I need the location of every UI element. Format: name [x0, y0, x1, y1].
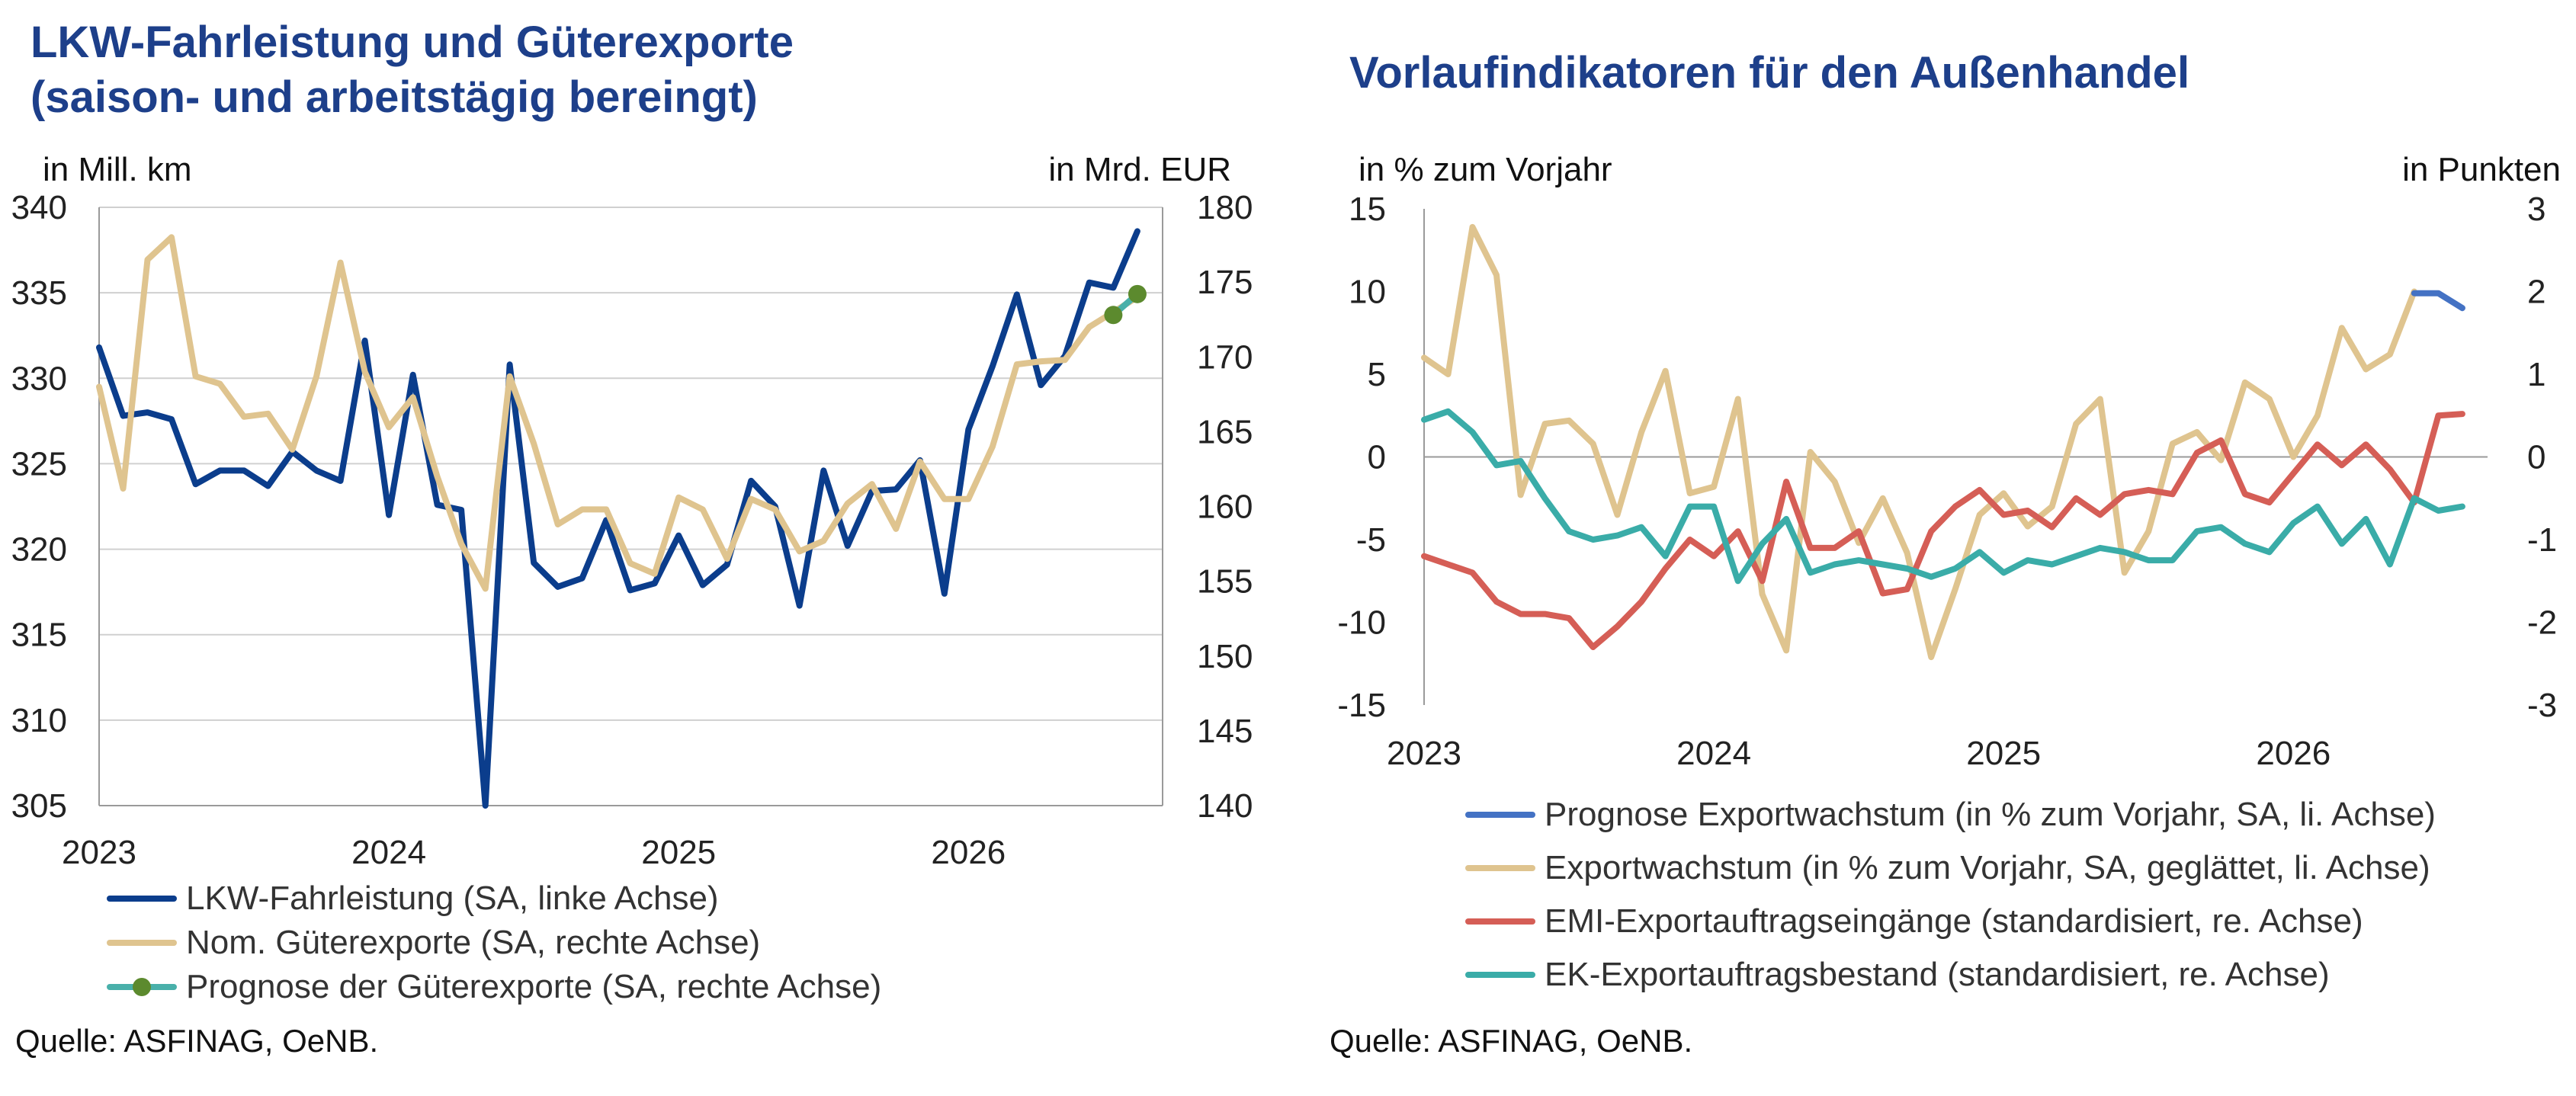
chart-panel-right: Vorlaufindikatoren für den Außenhandel i…	[1288, 0, 2576, 1096]
x-tick-label: 2023	[62, 834, 136, 871]
chart-title: Vorlaufindikatoren für den Außenhandel	[1349, 46, 2189, 101]
y-left-tick-label: -10	[1337, 604, 1386, 642]
left-axis-unit: in % zum Vorjahr	[1359, 151, 1612, 188]
y-right-tick-label: 145	[1197, 713, 1253, 750]
legend-marker-prognose	[133, 978, 151, 996]
legend-item-exporte: Nom. Güterexporte (SA, rechte Achse)	[107, 921, 881, 965]
y-left-tick-label: 0	[1368, 439, 1386, 476]
legend-swatch-lkw	[107, 896, 177, 902]
chart-legend-right: Prognose Exportwachstum (in % zum Vorjah…	[1465, 788, 2436, 1001]
y-right-tick-label: 155	[1197, 563, 1253, 601]
y-right-tick-label: 160	[1197, 489, 1253, 526]
chart-legend-left: LKW-Fahrleistung (SA, linke Achse) Nom. …	[107, 876, 881, 1009]
y-left-tick-label: 10	[1349, 274, 1386, 311]
legend-label-emi: EMI-Exportauftragseingänge (standardisie…	[1545, 902, 2363, 940]
y-left-tick-label: 325	[11, 445, 67, 482]
x-tick-label: 2026	[931, 834, 1006, 871]
legend-swatch-prognose-export	[1465, 812, 1535, 818]
y-left-tick-label: 320	[11, 531, 67, 569]
y-left-tick-label: 15	[1349, 191, 1386, 228]
x-tick-label: 2023	[1387, 735, 1461, 772]
legend-item-prognose-export: Prognose Exportwachstum (in % zum Vorjah…	[1465, 788, 2436, 841]
chart-plot-left: 305 310 315 320 325 330 335 340 140 145 150 155 160 1…	[11, 189, 1253, 871]
y-right-tick-label: 2	[2527, 274, 2546, 311]
series-marker-prognose-der-g-terexporte-sa-rechte-achse	[1104, 306, 1123, 325]
y-right-tick-label: 1	[2527, 356, 2546, 393]
series-line-emi-exportauftragseing-nge-standardisiert-re-achse	[1421, 411, 2465, 650]
y-right-tick-label: -2	[2527, 604, 2557, 642]
y-left-tick-label: -5	[1356, 521, 1386, 559]
y-right-tick-label: 165	[1197, 413, 1253, 450]
y-right-tick-label: -3	[2527, 687, 2557, 724]
chart-title-line-1: Vorlaufindikatoren für den Außenhandel	[1349, 48, 2190, 98]
y-left-tick-label: 310	[11, 702, 67, 739]
legend-item-ek: EK-Exportauftragsbestand (standardisiert…	[1465, 948, 2436, 1001]
legend-label-exporte: Nom. Güterexporte (SA, rechte Achse)	[186, 924, 761, 961]
y-right-tick-label: 150	[1197, 638, 1253, 675]
x-tick-label: 2026	[2256, 735, 2331, 772]
y-left-tick-label: -15	[1337, 687, 1386, 724]
series-line-exportwachstum-in-zum-vorjahr-sa-gegl-ttet-li-achse	[1421, 223, 2417, 661]
legend-swatch-ek	[1465, 972, 1535, 978]
legend-label-exportwachstum: Exportwachstum (in % zum Vorjahr, SA, ge…	[1545, 849, 2430, 886]
source-note-left: Quelle: ASFINAG, OeNB.	[15, 1023, 379, 1059]
legend-item-exportwachstum: Exportwachstum (in % zum Vorjahr, SA, ge…	[1465, 841, 2436, 895]
legend-item-prognose: Prognose der Güterexporte (SA, rechte Ac…	[107, 965, 881, 1009]
x-tick-label: 2025	[641, 834, 716, 871]
chart-title-line-1: LKW-Fahrleistung und Güterexporte	[30, 18, 794, 67]
right-axis-unit: in Punkten	[2402, 151, 2561, 188]
x-tick-label: 2024	[351, 834, 426, 871]
right-axis-unit: in Mrd. EUR	[1048, 151, 1231, 188]
x-tick-label: 2025	[1966, 735, 2041, 772]
legend-item-lkw: LKW-Fahrleistung (SA, linke Achse)	[107, 876, 881, 921]
legend-swatch-exportwachstum	[1465, 865, 1535, 871]
y-right-tick-label: 0	[2527, 439, 2546, 476]
legend-item-emi: EMI-Exportauftragseingänge (standardisie…	[1465, 895, 2436, 948]
chart-title: LKW-Fahrleistung und Güterexporte (saiso…	[30, 15, 794, 125]
series-line-nom-g-terexporte-sa-rechte-achse	[96, 234, 1140, 592]
y-right-tick-label: 3	[2527, 191, 2546, 228]
legend-swatch-emi	[1465, 918, 1535, 925]
legend-label-ek: EK-Exportauftragsbestand (standardisiert…	[1545, 956, 2330, 993]
source-note-right: Quelle: ASFINAG, OeNB.	[1330, 1023, 1693, 1059]
left-axis-unit: in Mill. km	[43, 151, 192, 188]
y-right-tick-label: -1	[2527, 521, 2557, 559]
y-left-tick-label: 315	[11, 617, 67, 654]
x-tick-label: 2024	[1676, 735, 1751, 772]
y-right-tick-label: 140	[1197, 787, 1253, 825]
y-left-tick-label: 335	[11, 274, 67, 312]
legend-label-prognose: Prognose der Güterexporte (SA, rechte Ac…	[186, 968, 882, 1005]
chart-title-line-2: (saison- und arbeitstägig bereingt)	[30, 72, 758, 122]
series-line-lkw-fahrleistung-sa-linke-achse	[96, 228, 1140, 809]
y-left-tick-label: 340	[11, 189, 67, 226]
series-marker-prognose-der-g-terexporte-sa-rechte-achse	[1128, 284, 1147, 303]
y-left-tick-label: 330	[11, 360, 67, 397]
y-left-tick-label: 305	[11, 787, 67, 825]
y-right-tick-label: 175	[1197, 264, 1253, 301]
legend-label-lkw: LKW-Fahrleistung (SA, linke Achse)	[186, 880, 719, 917]
y-left-tick-label: 5	[1368, 356, 1386, 393]
legend-label-prognose-export: Prognose Exportwachstum (in % zum Vorjah…	[1545, 796, 2436, 833]
y-right-tick-label: 170	[1197, 338, 1253, 376]
series-line-prognose-exportwachstum-in-zum-vorjahr-sa-li-achse	[2411, 290, 2465, 312]
series-line-ek-exportauftragsbestand-standardisiert-re-achse	[1421, 408, 2465, 585]
legend-swatch-exporte	[107, 940, 177, 946]
chart-panel-left: LKW-Fahrleistung und Güterexporte (saiso…	[11, 15, 1253, 1059]
y-right-tick-label: 180	[1197, 189, 1253, 226]
